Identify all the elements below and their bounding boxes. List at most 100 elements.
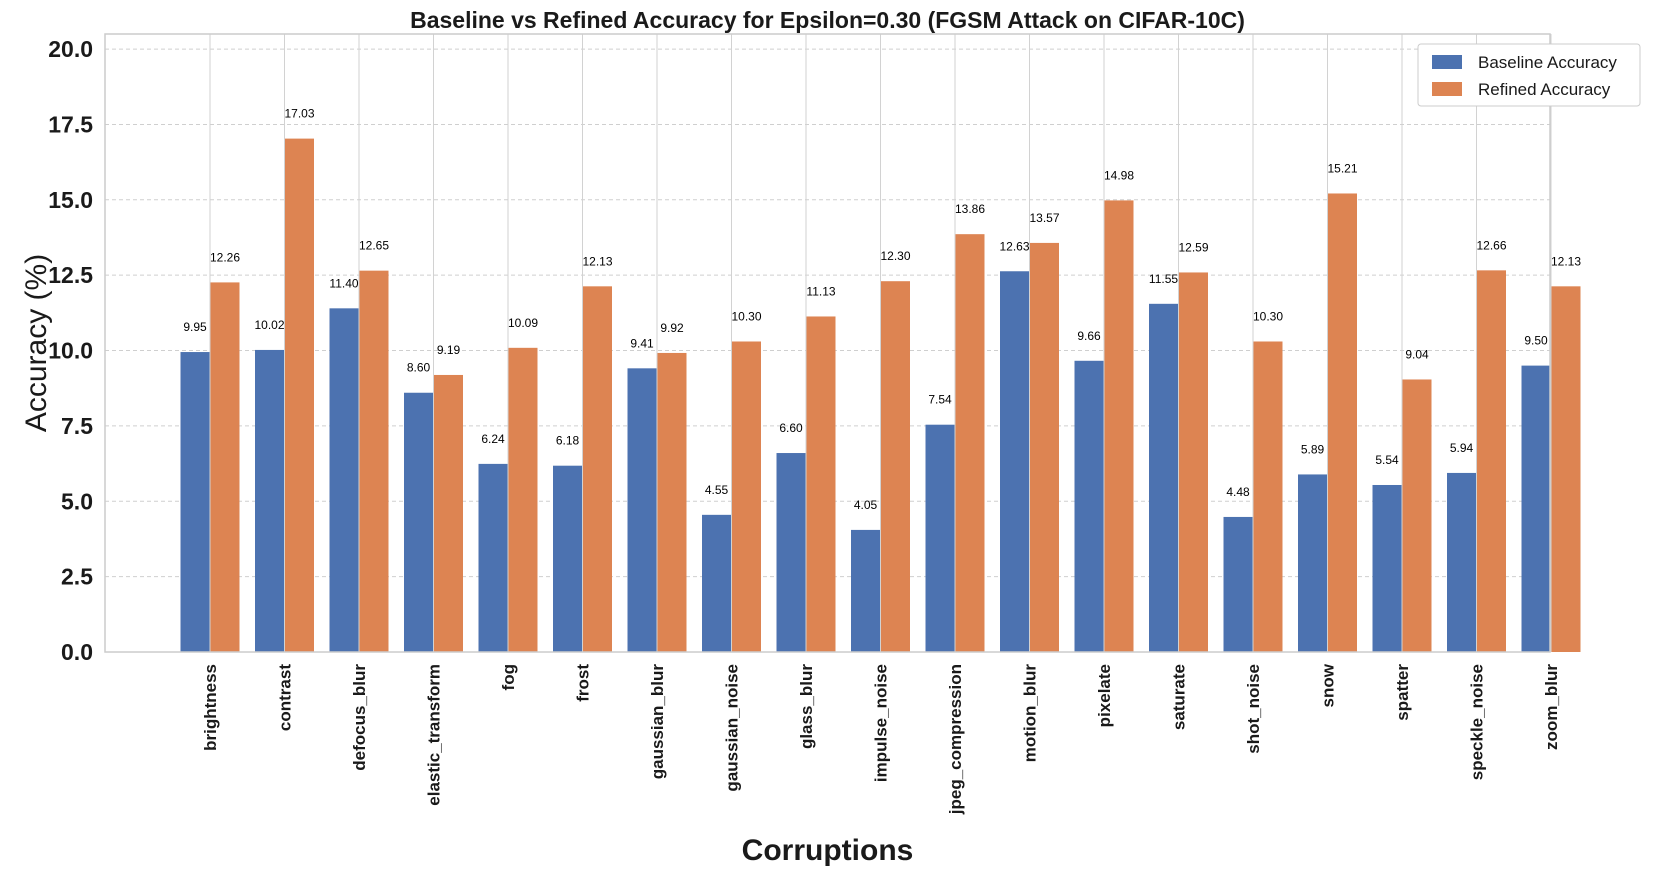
refined-bar-frost — [583, 286, 612, 652]
x-tick-label: impulse_noise — [872, 664, 891, 782]
baseline-bar-glass-blur — [776, 453, 806, 652]
x-tick-label: saturate — [1170, 664, 1189, 730]
baseline-bar-brightness — [180, 352, 210, 652]
baseline-value-label-defocus-blur: 11.40 — [329, 276, 358, 290]
refined-value-label-spatter: 9.04 — [1405, 347, 1429, 361]
baseline-bar-speckle-noise — [1447, 472, 1476, 652]
refined-bar-snow — [1328, 193, 1357, 652]
y-tick-label: 12.5 — [48, 262, 93, 288]
y-tick-label: 17.5 — [48, 111, 93, 137]
baseline-bar-snow — [1298, 474, 1327, 652]
y-axis-ticks: 0.0 2.5 5.0 7.5 10.0 12.5 15.0 17.5 20.0 — [48, 36, 93, 665]
refined-bar-motion-blur — [1030, 242, 1059, 653]
x-tick-label: jpeg_compression — [946, 664, 965, 815]
baseline-value-label-pixelate: 9.66 — [1077, 329, 1101, 343]
refined-value-label-defocus-blur: 12.65 — [359, 239, 389, 253]
baseline-bar-contrast — [255, 349, 284, 652]
bars — [180, 138, 1581, 653]
baseline-value-label-saturate: 11.55 — [1149, 272, 1178, 286]
baseline-bar-saturate — [1149, 303, 1178, 652]
refined-value-label-shot-noise: 10.30 — [1253, 309, 1283, 323]
x-tick-label: gaussian_blur — [648, 664, 667, 780]
legend-label-baseline: Baseline Accuracy — [1478, 53, 1617, 72]
refined-bar-elastic-transform — [434, 374, 463, 652]
baseline-value-label-elastic-transform: 8.60 — [407, 361, 431, 375]
refined-bar-spatter — [1402, 379, 1432, 652]
refined-value-label-pixelate: 14.98 — [1104, 168, 1134, 182]
baseline-value-label-frost: 6.18 — [556, 434, 580, 448]
baseline-value-label-gaussian-noise: 4.55 — [705, 483, 729, 497]
baseline-bar-gaussian-noise — [702, 514, 731, 652]
refined-value-label-snow: 15.21 — [1327, 161, 1357, 175]
x-tick-label: brightness — [201, 664, 220, 751]
refined-value-label-glass-blur: 11.13 — [806, 284, 835, 298]
refined-value-label-speckle-noise: 12.66 — [1476, 238, 1506, 252]
refined-bar-defocus-blur — [359, 270, 389, 652]
refined-value-label-gaussian-noise: 10.30 — [731, 309, 761, 323]
x-tick-label: motion_blur — [1021, 664, 1040, 763]
x-tick-label: pixelate — [1095, 664, 1114, 727]
baseline-value-label-zoom-blur: 9.50 — [1524, 334, 1548, 348]
x-tick-label: shot_noise — [1244, 664, 1263, 754]
refined-value-label-frost: 12.13 — [582, 254, 612, 268]
gridlines — [105, 34, 1552, 653]
x-tick-label: spatter — [1393, 664, 1412, 721]
y-tick-label: 20.0 — [48, 36, 93, 62]
x-tick-label: glass_blur — [797, 664, 816, 749]
y-tick-label: 10.0 — [48, 338, 93, 364]
refined-value-label-zoom-blur: 12.13 — [1551, 254, 1581, 268]
refined-value-label-fog: 10.09 — [508, 316, 538, 330]
refined-value-label-brightness: 12.26 — [210, 250, 240, 264]
baseline-bar-pixelate — [1074, 360, 1104, 652]
refined-bar-glass-blur — [806, 316, 836, 652]
baseline-bar-defocus-blur — [329, 308, 359, 652]
baseline-bar-elastic-transform — [404, 392, 433, 652]
refined-bar-impulse-noise — [881, 281, 910, 652]
x-tick-label: elastic_transform — [425, 664, 444, 806]
refined-value-label-motion-blur: 13.57 — [1029, 211, 1059, 225]
x-tick-label: speckle_noise — [1468, 664, 1487, 780]
x-tick-label: fog — [499, 664, 518, 690]
x-axis-label: Corruptions — [742, 834, 914, 867]
x-tick-label: frost — [574, 664, 593, 702]
refined-bar-brightness — [210, 282, 240, 652]
refined-value-label-elastic-transform: 9.19 — [437, 343, 461, 357]
baseline-value-label-brightness: 9.95 — [183, 320, 207, 334]
refined-bar-pixelate — [1104, 200, 1134, 652]
baseline-value-label-impulse-noise: 4.05 — [854, 498, 878, 512]
refined-bar-shot-noise — [1253, 341, 1283, 652]
refined-value-label-jpeg-compression: 13.86 — [955, 202, 985, 216]
refined-bar-gaussian-blur — [657, 352, 687, 652]
legend: Baseline Accuracy Refined Accuracy — [1417, 43, 1641, 107]
legend-label-refined: Refined Accuracy — [1478, 80, 1611, 99]
legend-swatch-refined — [1432, 82, 1462, 96]
y-tick-label: 2.5 — [61, 564, 93, 590]
baseline-bar-jpeg-compression — [925, 424, 955, 652]
refined-bar-contrast — [285, 138, 314, 653]
baseline-value-label-contrast: 10.02 — [254, 318, 284, 332]
baseline-value-label-speckle-noise: 5.94 — [1450, 441, 1474, 455]
x-tick-label: snow — [1319, 663, 1338, 707]
legend-swatch-baseline — [1432, 55, 1462, 69]
baseline-bar-gaussian-blur — [627, 368, 657, 652]
chart-title: Baseline vs Refined Accuracy for Epsilon… — [410, 7, 1245, 33]
baseline-value-label-spatter: 5.54 — [1375, 453, 1399, 467]
plot-frame — [104, 33, 1551, 653]
refined-value-label-saturate: 12.59 — [1178, 240, 1208, 254]
baseline-bar-impulse-noise — [851, 529, 880, 652]
baseline-value-label-glass-blur: 6.60 — [779, 421, 803, 435]
refined-value-label-contrast: 17.03 — [284, 107, 314, 121]
legend-box — [1417, 43, 1641, 107]
baseline-value-label-jpeg-compression: 7.54 — [928, 393, 952, 407]
baseline-bar-shot-noise — [1223, 516, 1253, 652]
baseline-value-label-gaussian-blur: 9.41 — [630, 336, 654, 350]
refined-bar-saturate — [1179, 272, 1208, 652]
baseline-value-label-shot-noise: 4.48 — [1226, 485, 1250, 499]
y-axis-label: Accuracy (%) — [20, 254, 53, 432]
baseline-value-label-motion-blur: 12.63 — [999, 239, 1029, 253]
baseline-value-label-snow: 5.89 — [1301, 442, 1325, 456]
baseline-bar-motion-blur — [1000, 271, 1029, 652]
y-tick-label: 5.0 — [61, 488, 93, 514]
refined-value-label-gaussian-blur: 9.92 — [660, 321, 684, 335]
